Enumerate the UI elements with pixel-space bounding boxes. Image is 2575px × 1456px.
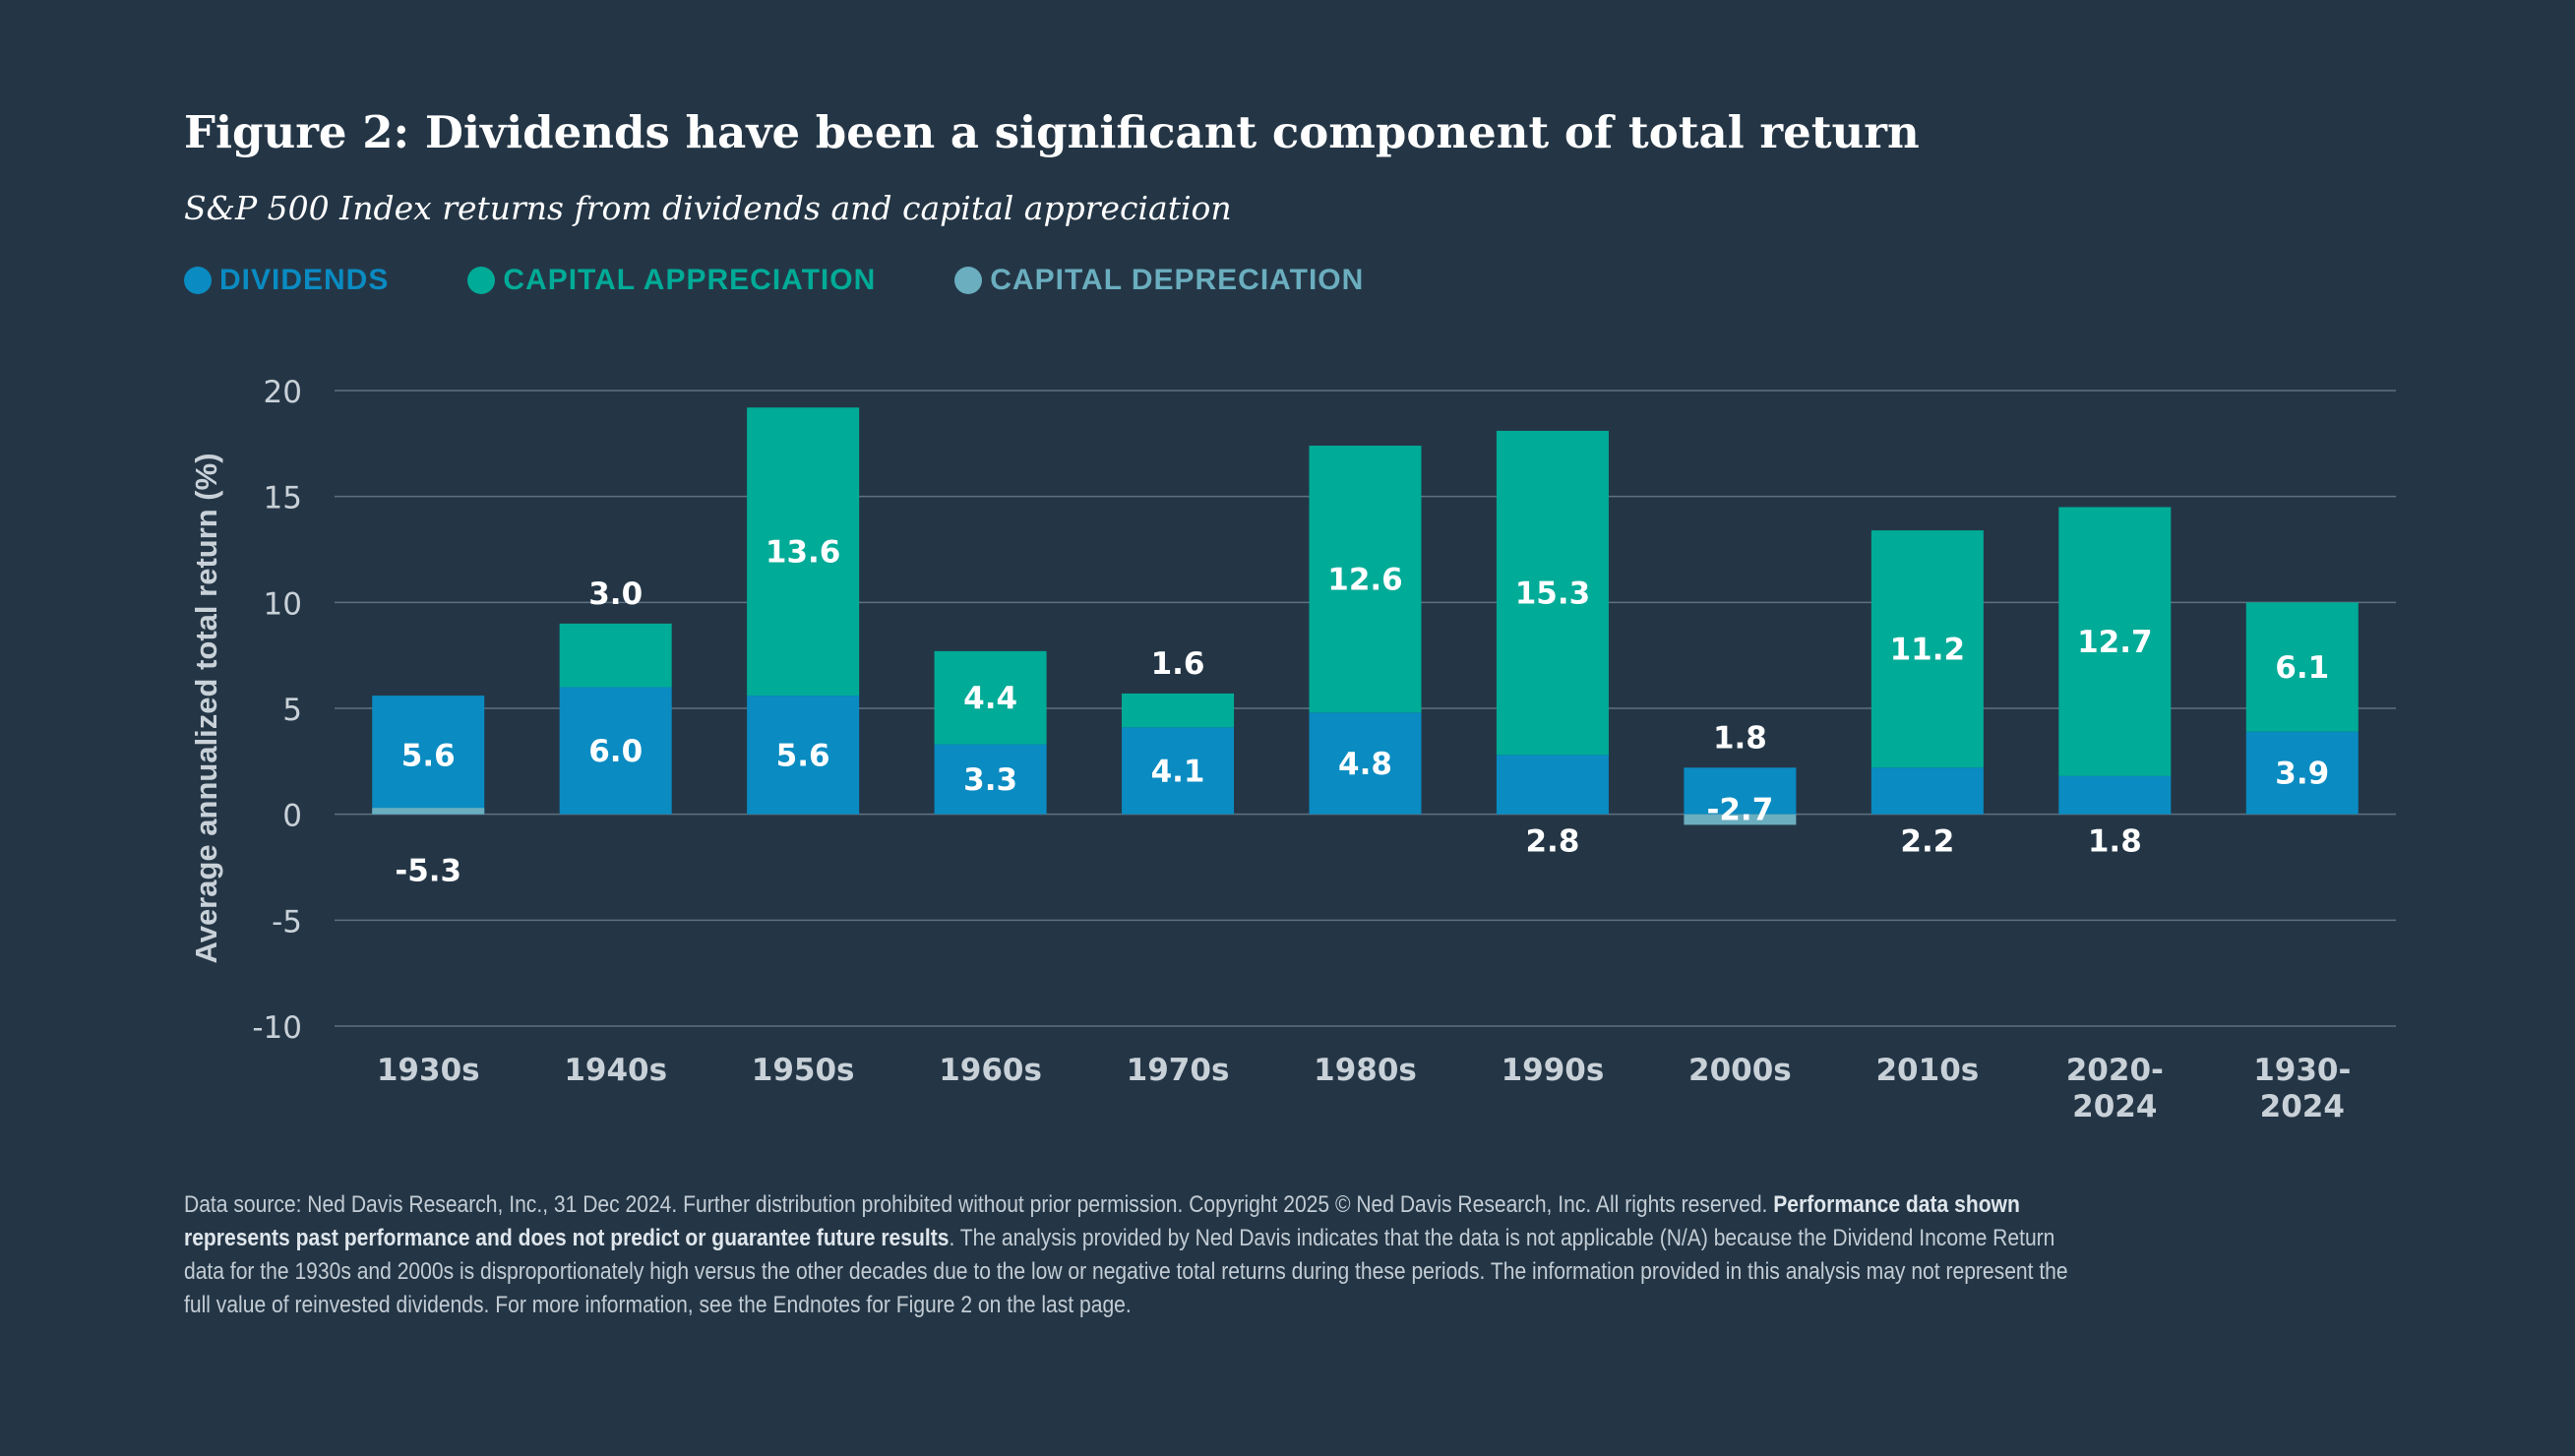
- dividends-bar: [1496, 755, 1609, 815]
- capital-appreciation-value-label: 13.6: [766, 535, 841, 571]
- capital-appreciation-bar: [2058, 507, 2172, 776]
- footnote-source: Data source: Ned Davis Research, Inc., 3…: [184, 1191, 1774, 1218]
- dividends-bar: [372, 696, 485, 815]
- y-tick-label: 5: [282, 693, 302, 728]
- x-tick-label: 1990s: [1502, 1053, 1605, 1088]
- dividends-value-label: 6.0: [588, 734, 643, 769]
- dividends-value-label: 3.3: [963, 762, 1017, 798]
- x-tick-label: 1930s: [377, 1053, 480, 1088]
- capital-appreciation-bar: [1496, 430, 1609, 756]
- x-tick-label: 1930-: [2253, 1053, 2351, 1088]
- footnote: Data source: Ned Davis Research, Inc., 3…: [184, 1188, 2097, 1322]
- legend-label-capital-appreciation: CAPITAL APPRECIATION: [503, 264, 877, 296]
- capital-appreciation-bar: [934, 650, 1047, 745]
- x-tick-label: 2024: [2072, 1089, 2157, 1124]
- dividends-value-label: 5.6: [776, 738, 830, 773]
- capital-appreciation-bar: [559, 623, 672, 688]
- capital-depreciation-value-label: -5.3: [395, 854, 461, 889]
- capital-depreciation-bar: [372, 808, 485, 815]
- capital-appreciation-value-label: 15.3: [1515, 576, 1591, 612]
- legend-item-dividends: DIVIDENDS: [184, 264, 389, 297]
- legend: DIVIDENDS CAPITAL APPRECIATION CAPITAL D…: [184, 264, 1442, 297]
- x-tick-label: 1940s: [564, 1053, 667, 1088]
- y-tick-label: -10: [252, 1010, 302, 1046]
- y-tick-label: 10: [264, 586, 302, 622]
- dividends-value-label: 2.8: [1525, 824, 1579, 860]
- x-tick-label: 2024: [2260, 1089, 2345, 1124]
- chart-title: Figure 2: Dividends have been a signific…: [184, 106, 1920, 158]
- dividends-swatch: [184, 267, 212, 294]
- capital-appreciation-value-label: 1.6: [1151, 646, 1205, 682]
- capital-depreciation-swatch: [954, 267, 983, 294]
- dividends-bar: [2245, 731, 2359, 815]
- x-tick-label: 2010s: [1875, 1053, 1979, 1088]
- y-tick-label: 15: [264, 481, 302, 516]
- dividends-value-label: 3.9: [2275, 757, 2329, 792]
- capital-appreciation-bar: [1870, 530, 1984, 768]
- dividends-value-label: 4.1: [1151, 755, 1205, 790]
- x-tick-label: 1960s: [939, 1053, 1042, 1088]
- chart-subtitle: S&P 500 Index returns from dividends and…: [184, 189, 1232, 227]
- dividends-value-label: 4.8: [1338, 747, 1392, 782]
- y-tick-label: 20: [264, 375, 302, 410]
- dividends-bar: [559, 687, 672, 815]
- legend-item-capital-depreciation: CAPITAL DEPRECIATION: [954, 264, 1364, 297]
- legend-label-dividends: DIVIDENDS: [219, 264, 390, 296]
- dividends-bar: [747, 696, 860, 815]
- dividends-bar: [1309, 712, 1422, 815]
- legend-label-capital-depreciation: CAPITAL DEPRECIATION: [990, 264, 1365, 296]
- capital-appreciation-value-label: 6.1: [2275, 650, 2329, 686]
- capital-depreciation-bar: [1684, 814, 1797, 825]
- x-tick-label: 1970s: [1127, 1053, 1230, 1088]
- dividends-bar: [934, 744, 1047, 815]
- capital-appreciation-value-label: 11.2: [1890, 633, 1966, 668]
- capital-appreciation-value-label: 12.6: [1327, 563, 1403, 598]
- y-axis-title: Average annualized total return (%): [189, 453, 223, 963]
- x-tick-label: 2000s: [1688, 1053, 1792, 1088]
- x-tick-label: 2020-: [2066, 1053, 2164, 1088]
- capital-appreciation-value-label: 12.7: [2077, 625, 2153, 660]
- dividends-bar: [1684, 767, 1797, 815]
- x-tick-label: 1950s: [752, 1053, 855, 1088]
- footnote-analysis: . The analysis provided by Ned Davis ind…: [184, 1225, 2068, 1318]
- footnote-disclaimer: Performance data shown represents past p…: [184, 1191, 2020, 1251]
- capital-appreciation-value-label: 3.0: [588, 576, 643, 612]
- y-tick-label: -5: [272, 904, 302, 940]
- dividends-value-label: 1.8: [1713, 720, 1767, 756]
- x-tick-label: 1980s: [1314, 1053, 1417, 1088]
- dividends-bar: [1122, 727, 1235, 815]
- capital-appreciation-swatch: [467, 267, 496, 294]
- legend-item-capital-appreciation: CAPITAL APPRECIATION: [467, 264, 876, 297]
- dividends-value-label: 1.8: [2088, 824, 2142, 860]
- capital-appreciation-bar: [1309, 445, 1422, 713]
- capital-appreciation-value-label: 4.4: [963, 681, 1017, 716]
- dividends-value-label: 2.2: [1900, 824, 1954, 860]
- capital-depreciation-value-label: -2.7: [1707, 792, 1774, 827]
- capital-appreciation-bar: [1122, 693, 1235, 728]
- capital-appreciation-bar: [747, 407, 860, 697]
- stacked-bar-chart: 20 15 10 5 0 -5 -10 Average annualized total re…: [189, 375, 2396, 1124]
- dividends-bar: [2058, 775, 2172, 815]
- dividends-bar: [1870, 767, 1984, 815]
- dividends-value-label: 5.6: [401, 738, 456, 773]
- capital-appreciation-bar: [2245, 602, 2359, 732]
- y-tick-label: 0: [282, 799, 302, 834]
